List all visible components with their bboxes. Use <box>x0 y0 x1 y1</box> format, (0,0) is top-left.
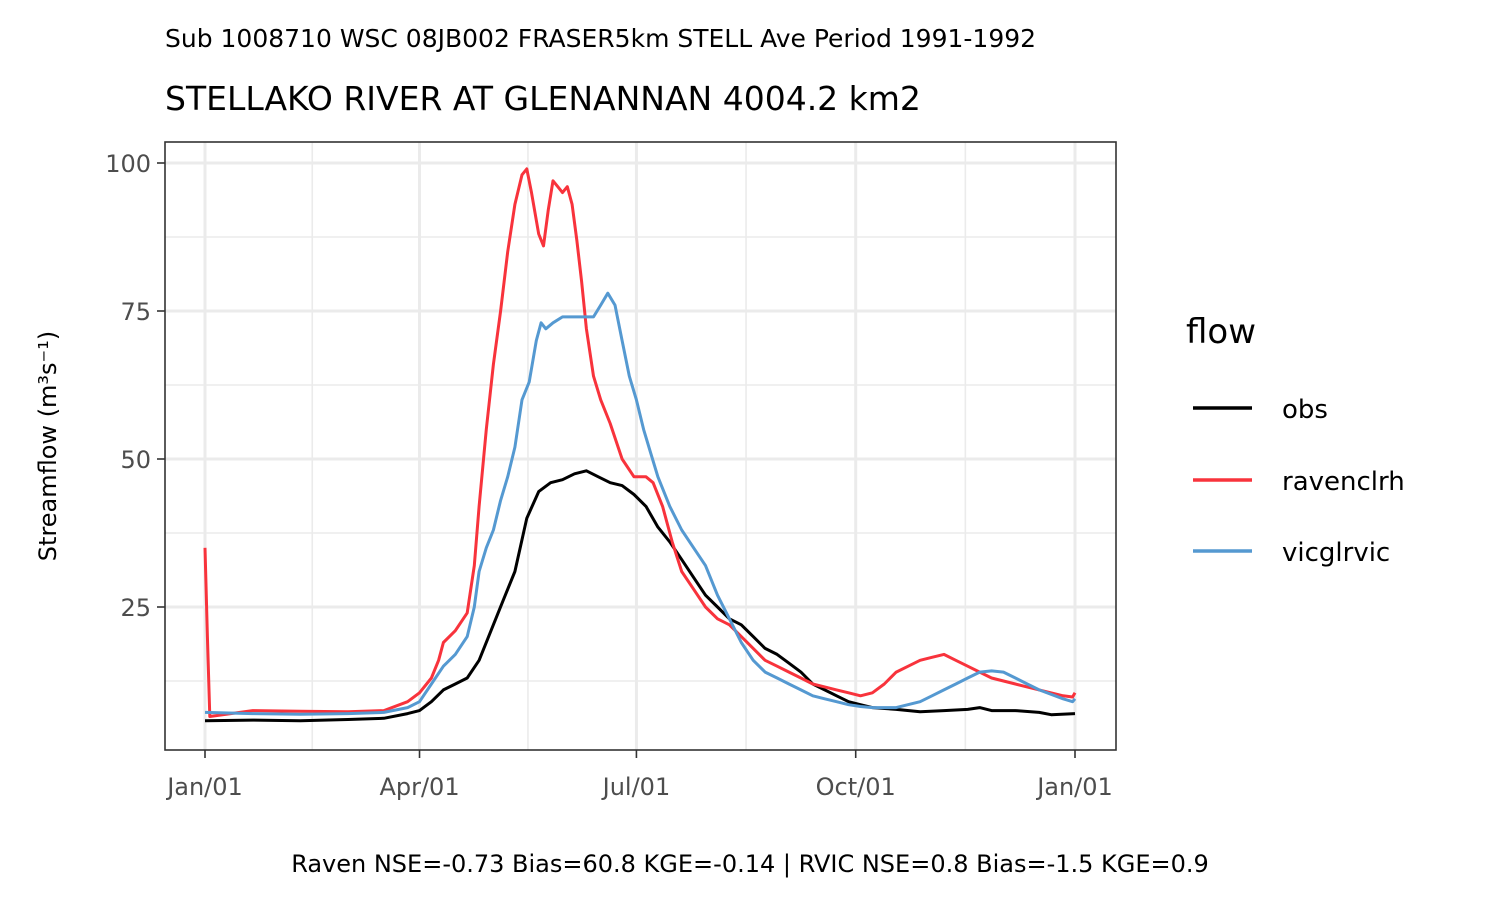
legend: obs ravenclrh vicglrvic <box>1193 395 1405 568</box>
y-axis-title: Streamflow (m³s⁻¹) <box>34 331 62 561</box>
series-layer <box>203 167 1077 723</box>
y-tick-label: 50 <box>120 446 151 474</box>
x-tick-label: Jan/01 <box>165 773 243 801</box>
y-tick-label: 75 <box>120 298 151 326</box>
legend-label-vicglrvic: vicglrvic <box>1282 538 1390 568</box>
x-tick-label: Jan/01 <box>1035 773 1113 801</box>
legend-label-obs: obs <box>1282 395 1328 425</box>
y-tick-label: 25 <box>120 594 151 622</box>
y-axis-ticks: 25 50 75 100 <box>105 150 165 622</box>
chart-title: STELLAKO RIVER AT GLENANNAN 4004.2 km2 <box>165 79 921 118</box>
chart-subtitle: Sub 1008710 WSC 08JB002 FRASER5km STELL … <box>165 24 1036 53</box>
x-tick-label: Apr/01 <box>379 773 459 801</box>
series-line-ravenclrh <box>203 167 1077 718</box>
x-tick-label: Oct/01 <box>816 773 896 801</box>
legend-label-ravenclrh: ravenclrh <box>1282 467 1405 497</box>
legend-title: flow <box>1186 312 1256 352</box>
panel-background <box>165 142 1116 750</box>
grid-minor <box>165 142 1116 750</box>
series-line-obs <box>204 469 1076 723</box>
x-tick-label: Jul/01 <box>601 773 671 801</box>
x-axis-ticks: Jan/01 Apr/01 Jul/01 Oct/01 Jan/01 <box>165 750 1113 801</box>
panel-border <box>164 141 1117 751</box>
y-tick-label: 100 <box>105 150 151 178</box>
chart-caption: Raven NSE=-0.73 Bias=60.8 KGE=-0.14 | RV… <box>291 850 1209 878</box>
series-line-vicglrvic <box>204 291 1077 716</box>
grid-major <box>165 142 1116 750</box>
